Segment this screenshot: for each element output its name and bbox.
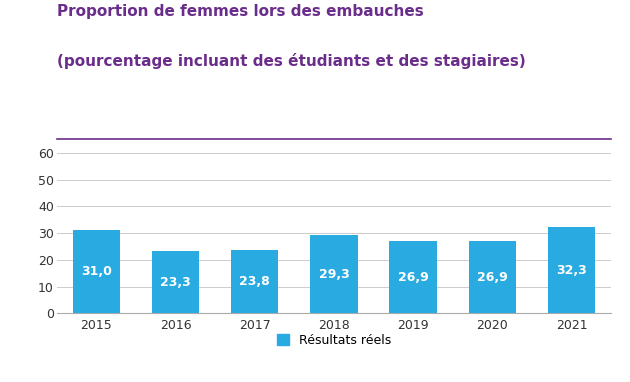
Bar xyxy=(152,251,199,313)
Text: 26,9: 26,9 xyxy=(477,271,508,284)
Legend: Résultats réels: Résultats réels xyxy=(272,329,396,352)
Text: 31,0: 31,0 xyxy=(81,265,112,278)
Bar xyxy=(231,249,278,313)
Text: Proportion de femmes lors des embauches: Proportion de femmes lors des embauches xyxy=(57,4,423,19)
Text: 29,3: 29,3 xyxy=(319,267,349,280)
Bar xyxy=(389,241,437,313)
Bar xyxy=(547,227,595,313)
Bar xyxy=(72,230,120,313)
Text: 23,8: 23,8 xyxy=(239,275,270,288)
Text: 26,9: 26,9 xyxy=(398,271,428,284)
Bar xyxy=(310,235,358,313)
Text: 23,3: 23,3 xyxy=(160,275,191,288)
Bar xyxy=(469,241,516,313)
Text: 32,3: 32,3 xyxy=(556,264,587,277)
Text: (pourcentage incluant des étudiants et des stagiaires): (pourcentage incluant des étudiants et d… xyxy=(57,53,525,70)
